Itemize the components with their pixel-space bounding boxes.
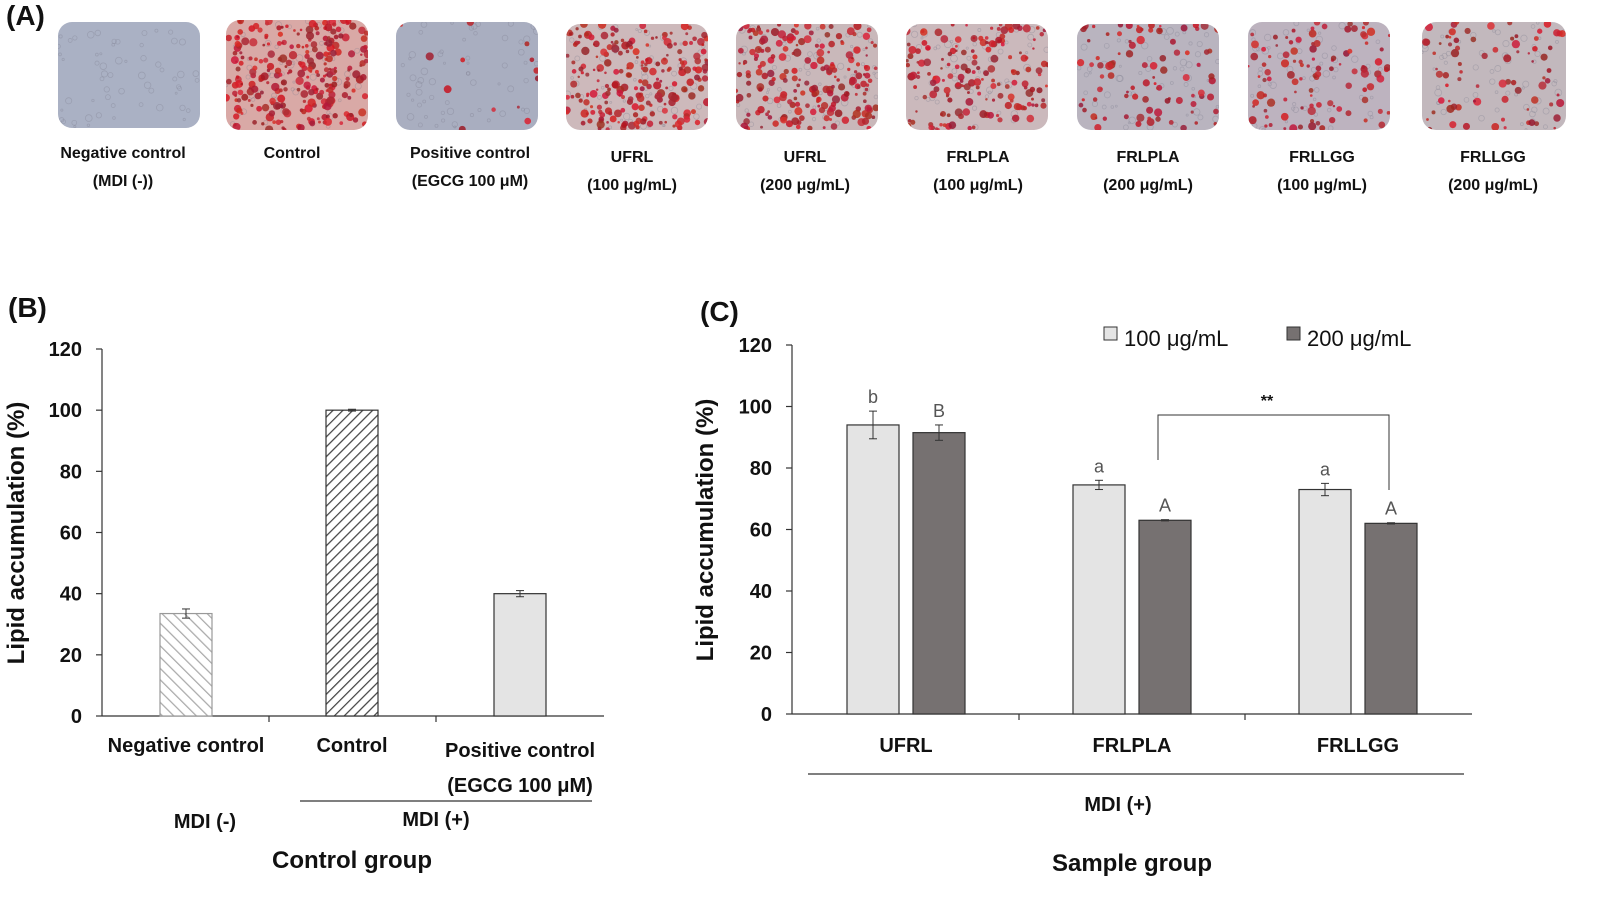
- legend-label: 100 μg/mL: [1124, 326, 1228, 351]
- micrograph: [1422, 22, 1566, 130]
- significance-letter: a: [1320, 459, 1331, 479]
- caption-line: (100 μg/mL): [933, 177, 1023, 194]
- y-tick-label: 80: [60, 461, 82, 483]
- caption-line: (100 μg/mL): [587, 177, 677, 194]
- caption-line: (MDI (-)): [92, 173, 154, 190]
- caption-line: Positive control: [409, 145, 531, 162]
- y-tick-label: 20: [60, 645, 82, 667]
- micrograph-caption: UFRL (100 μg/mL): [542, 144, 722, 200]
- micrograph: [906, 24, 1048, 130]
- caption-line: FRLPLA: [946, 149, 1010, 166]
- micrograph-caption: FRLPLA (200 μg/mL): [1058, 144, 1238, 200]
- y-tick-label: 0: [761, 704, 772, 726]
- caption-line: (200 μg/mL): [760, 177, 850, 194]
- bar: [1072, 484, 1126, 715]
- y-tick-label: 120: [49, 339, 82, 361]
- y-tick-label: 120: [739, 335, 772, 357]
- significance-bracket: [1157, 414, 1390, 490]
- caption-line: FRLLGG: [1289, 149, 1355, 166]
- category-label: FRLPLA: [1093, 735, 1172, 757]
- category-label: UFRL: [879, 735, 932, 757]
- bar: [846, 424, 900, 715]
- bar: [325, 409, 379, 717]
- category-label: Positive control: [445, 740, 595, 762]
- micrograph-row: Negative control (MDI (-)) Control Positive…: [0, 0, 1608, 240]
- caption-line: FRLPLA: [1116, 149, 1180, 166]
- y-tick-label: 100: [49, 400, 82, 422]
- bar: [493, 593, 547, 717]
- micrograph-caption: FRLLGG (200 μg/mL): [1403, 144, 1583, 200]
- micrograph-caption: Control: [202, 140, 382, 168]
- category-sublabel: (EGCG 100 μM): [447, 775, 593, 797]
- micrograph: [58, 22, 200, 128]
- micrograph: [1248, 22, 1390, 130]
- category-label: Control: [316, 735, 387, 757]
- y-tick-label: 60: [750, 520, 772, 542]
- micrograph: [736, 24, 878, 130]
- caption-line: FRLLGG: [1460, 149, 1526, 166]
- y-tick-label: 40: [60, 584, 82, 606]
- significance-letter: B: [933, 401, 945, 421]
- group-label: MDI (+): [402, 809, 469, 831]
- legend-swatch: [1286, 326, 1301, 341]
- chart-c: 0 20 40 60 80 100 120 b a a B A A UFRL FRLPLA FRLLGG ** 1…: [692, 326, 1472, 877]
- significance-letter: A: [1159, 496, 1171, 516]
- group-label: MDI (-): [174, 811, 236, 833]
- micrograph: [566, 24, 708, 130]
- y-tick-label: 80: [750, 458, 772, 480]
- significance-letter: A: [1385, 499, 1397, 519]
- category-label: FRLLGG: [1317, 735, 1399, 757]
- legend-swatch: [1103, 326, 1118, 341]
- micrograph-caption: Negative control (MDI (-)): [33, 140, 213, 196]
- x-axis-title: Control group: [272, 847, 432, 874]
- y-axis-title: Lipid accumulation (%): [3, 402, 30, 665]
- bar: [912, 432, 966, 715]
- micrograph-caption: FRLPLA (100 μg/mL): [888, 144, 1068, 200]
- legend-label: 200 μg/mL: [1307, 326, 1411, 351]
- y-tick-label: 20: [750, 643, 772, 665]
- significance-letter: b: [868, 387, 878, 407]
- significance-marker: **: [1261, 393, 1274, 410]
- micrograph-caption: UFRL (200 μg/mL): [715, 144, 895, 200]
- y-tick-label: 0: [71, 706, 82, 728]
- caption-line: (100 μg/mL): [1277, 177, 1367, 194]
- micrograph: [226, 20, 368, 130]
- y-tick-label: 40: [750, 581, 772, 603]
- micrograph-caption: FRLLGG (100 μg/mL): [1232, 144, 1412, 200]
- caption-line: UFRL: [610, 149, 654, 166]
- panel-b-letter: (B): [8, 292, 47, 323]
- y-tick-label: 100: [739, 397, 772, 419]
- bar: [1298, 488, 1352, 715]
- caption-line: Control: [263, 145, 321, 162]
- y-axis-title: Lipid accumulation (%): [692, 399, 719, 662]
- caption-line: (EGCG 100 μM): [411, 173, 529, 190]
- group-label: MDI (+): [1084, 794, 1151, 816]
- panel-c-letter: (C): [700, 296, 739, 327]
- micrograph-caption: Positive control (EGCG 100 μM): [380, 140, 560, 196]
- caption-line: UFRL: [783, 149, 827, 166]
- bar: [1138, 519, 1192, 715]
- bar: [159, 612, 213, 717]
- panel-a-letter: (A): [6, 0, 45, 31]
- chart-b: 0 20 40 60 80 100 120 Negative control Control Po…: [3, 339, 604, 874]
- caption-line: (200 μg/mL): [1103, 177, 1193, 194]
- caption-line: (200 μg/mL): [1448, 177, 1538, 194]
- bar: [1364, 522, 1418, 715]
- category-label: Negative control: [108, 735, 265, 757]
- x-axis-title: Sample group: [1052, 850, 1212, 877]
- micrograph: [396, 22, 538, 130]
- caption-line: Negative control: [60, 145, 186, 162]
- y-tick-label: 60: [60, 523, 82, 545]
- significance-letter: a: [1094, 456, 1105, 476]
- micrograph: [1077, 24, 1219, 130]
